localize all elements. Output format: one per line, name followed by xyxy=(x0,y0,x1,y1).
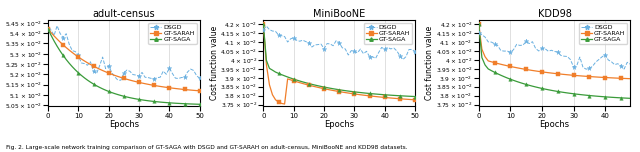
X-axis label: Epochs: Epochs xyxy=(540,120,570,129)
Y-axis label: Cost function value: Cost function value xyxy=(210,26,219,100)
X-axis label: Epochs: Epochs xyxy=(324,120,355,129)
Text: Fig. 2. Large-scale network training comparison of GT-SAGA with DSGD and GT-SARA: Fig. 2. Large-scale network training com… xyxy=(6,145,408,150)
Title: MiniBooNE: MiniBooNE xyxy=(313,9,365,19)
Legend: DSGD, GT-SARAH, GT-SAGA: DSGD, GT-SARAH, GT-SAGA xyxy=(364,23,412,44)
Legend: DSGD, GT-SARAH, GT-SAGA: DSGD, GT-SARAH, GT-SAGA xyxy=(579,23,627,44)
X-axis label: Epochs: Epochs xyxy=(109,120,139,129)
Y-axis label: Cost function value: Cost function value xyxy=(0,26,3,100)
Title: adult-census: adult-census xyxy=(93,9,155,19)
Title: KDD98: KDD98 xyxy=(538,9,572,19)
Y-axis label: Cost function value: Cost function value xyxy=(425,26,434,100)
Legend: DSGD, GT-SARAH, GT-SAGA: DSGD, GT-SARAH, GT-SAGA xyxy=(148,23,196,44)
